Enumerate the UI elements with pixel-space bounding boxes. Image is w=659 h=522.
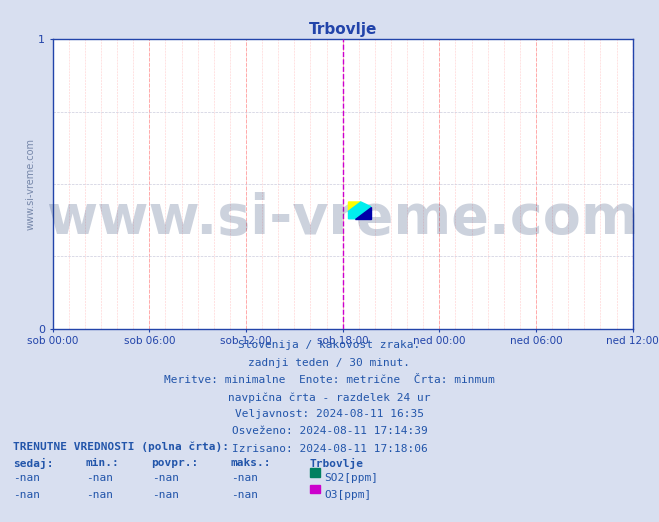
Text: min.:: min.: [86, 458, 119, 468]
Text: -nan: -nan [86, 473, 113, 483]
Text: navpična črta - razdelek 24 ur: navpična črta - razdelek 24 ur [228, 392, 431, 402]
Text: TRENUTNE VREDNOSTI (polna črta):: TRENUTNE VREDNOSTI (polna črta): [13, 441, 229, 452]
Text: sedaj:: sedaj: [13, 458, 53, 469]
Y-axis label: www.si-vreme.com: www.si-vreme.com [25, 138, 36, 230]
Text: Meritve: minimalne  Enote: metrične  Črta: minmum: Meritve: minimalne Enote: metrične Črta:… [164, 375, 495, 385]
Text: -nan: -nan [231, 473, 258, 483]
Text: -nan: -nan [152, 473, 179, 483]
Text: Veljavnost: 2024-08-11 16:35: Veljavnost: 2024-08-11 16:35 [235, 409, 424, 419]
Polygon shape [355, 207, 371, 219]
Text: www.si-vreme.com: www.si-vreme.com [46, 192, 639, 246]
Title: Trbovlje: Trbovlje [308, 21, 377, 37]
Text: Trbovlje: Trbovlje [310, 458, 364, 469]
Text: zadnji teden / 30 minut.: zadnji teden / 30 minut. [248, 358, 411, 367]
Text: Izrisano: 2024-08-11 17:18:06: Izrisano: 2024-08-11 17:18:06 [231, 444, 428, 454]
Text: povpr.:: povpr.: [152, 458, 199, 468]
Text: -nan: -nan [13, 473, 40, 483]
Text: maks.:: maks.: [231, 458, 271, 468]
Text: -nan: -nan [152, 490, 179, 500]
Polygon shape [349, 202, 371, 219]
Text: O3[ppm]: O3[ppm] [324, 490, 372, 500]
Text: Slovenija / kakovost zraka.: Slovenija / kakovost zraka. [239, 340, 420, 350]
Text: SO2[ppm]: SO2[ppm] [324, 473, 378, 483]
Text: -nan: -nan [13, 490, 40, 500]
Text: Osveženo: 2024-08-11 17:14:39: Osveženo: 2024-08-11 17:14:39 [231, 426, 428, 436]
Text: -nan: -nan [231, 490, 258, 500]
Text: -nan: -nan [86, 490, 113, 500]
Polygon shape [349, 202, 361, 211]
